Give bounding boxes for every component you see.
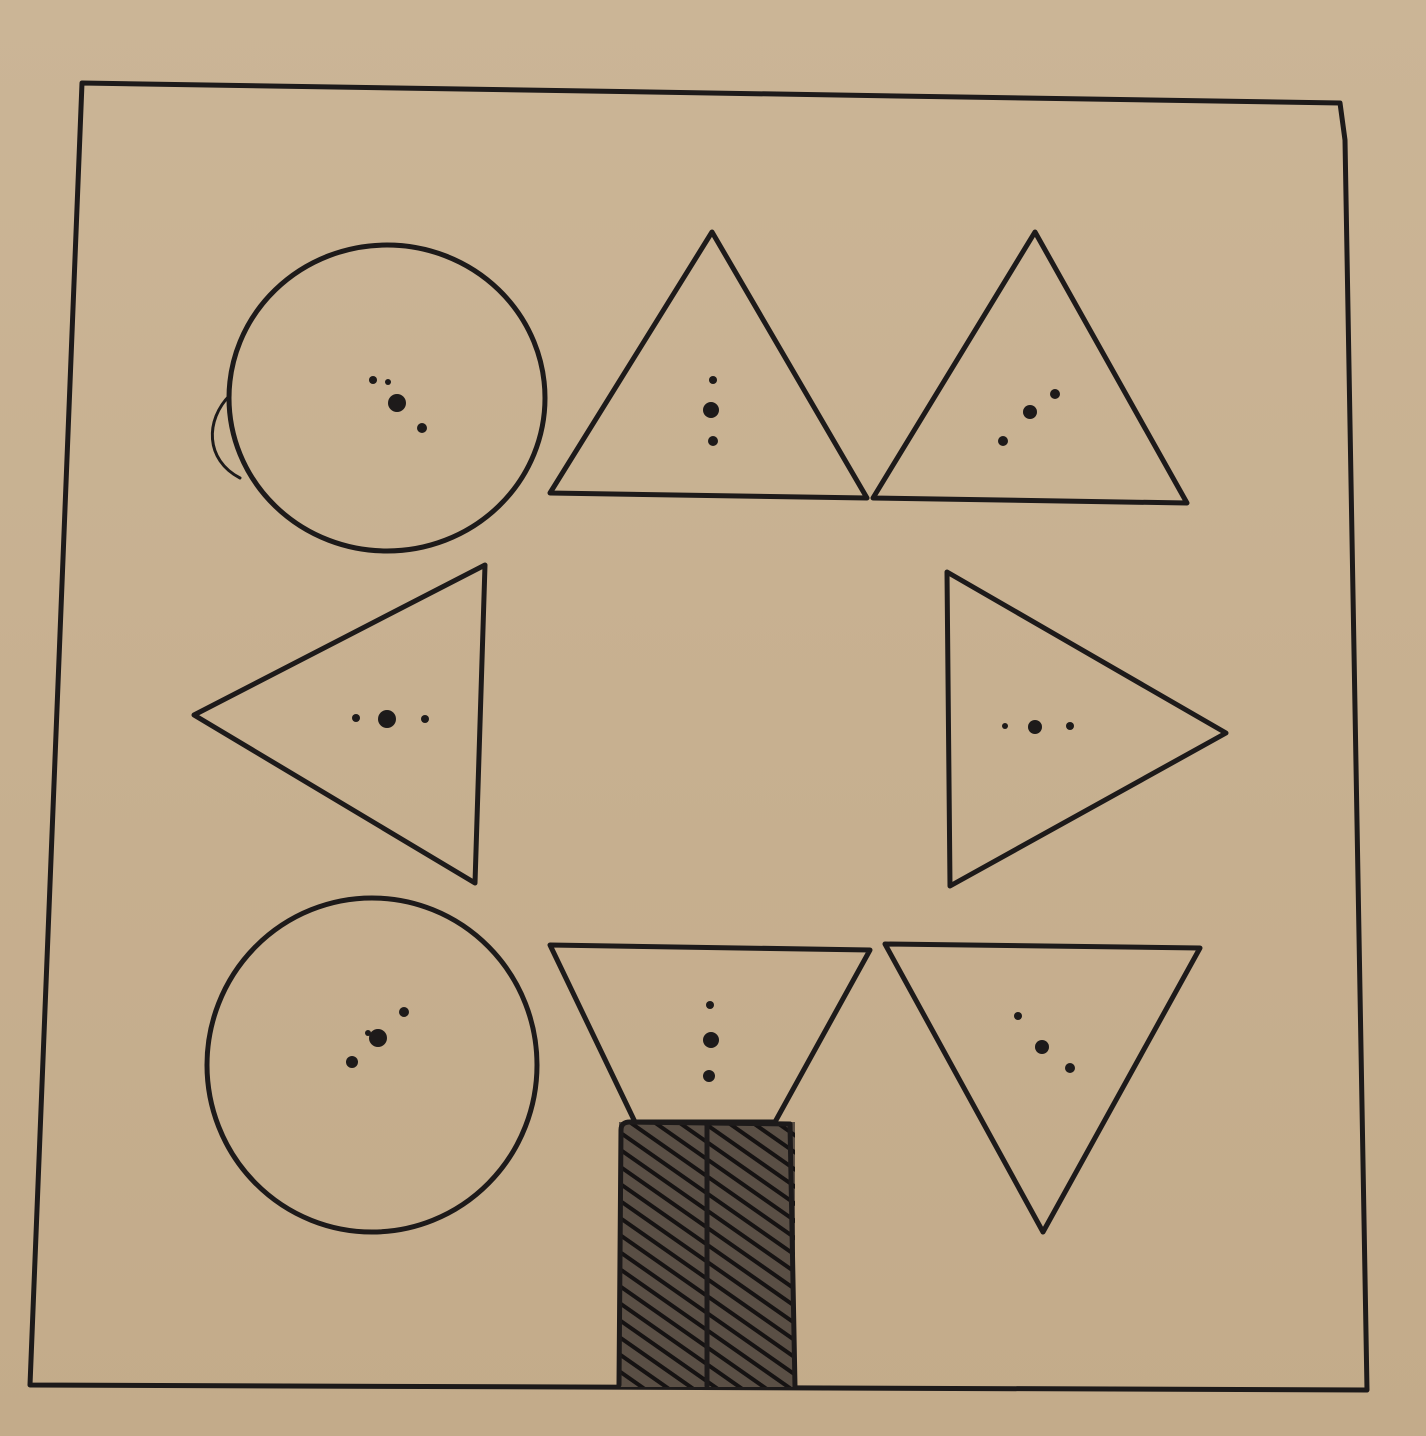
shaded-rectangle — [616, 1119, 798, 1390]
dot — [998, 436, 1008, 446]
dot — [1065, 1063, 1075, 1073]
dot — [1050, 389, 1060, 399]
triangle-up-middle — [547, 229, 870, 501]
dot — [1023, 405, 1037, 419]
dot — [388, 394, 406, 412]
dot — [703, 1032, 719, 1048]
dot — [421, 715, 429, 723]
dot — [703, 1070, 715, 1082]
dot — [1014, 1012, 1022, 1020]
dot — [399, 1007, 409, 1017]
dot — [1035, 1040, 1049, 1054]
dot — [417, 423, 427, 433]
dot — [1002, 723, 1008, 729]
triangle-down-right — [882, 941, 1203, 1235]
circle-top-left — [210, 242, 548, 554]
triangle-right — [944, 569, 1229, 889]
dot — [369, 376, 377, 384]
dot — [1066, 722, 1074, 730]
dot — [708, 436, 718, 446]
dot — [1028, 720, 1042, 734]
triangle-up-right — [870, 229, 1190, 506]
dot — [706, 1001, 714, 1009]
triangle-left — [191, 562, 488, 886]
dot — [369, 1029, 387, 1047]
dot — [709, 376, 717, 384]
dot — [378, 710, 396, 728]
circle-bottom-left — [204, 895, 540, 1235]
dot — [352, 714, 360, 722]
dot — [346, 1056, 358, 1068]
dot — [365, 1030, 371, 1036]
dot — [703, 402, 719, 418]
dot — [385, 379, 391, 385]
outer-frame — [27, 80, 1370, 1393]
